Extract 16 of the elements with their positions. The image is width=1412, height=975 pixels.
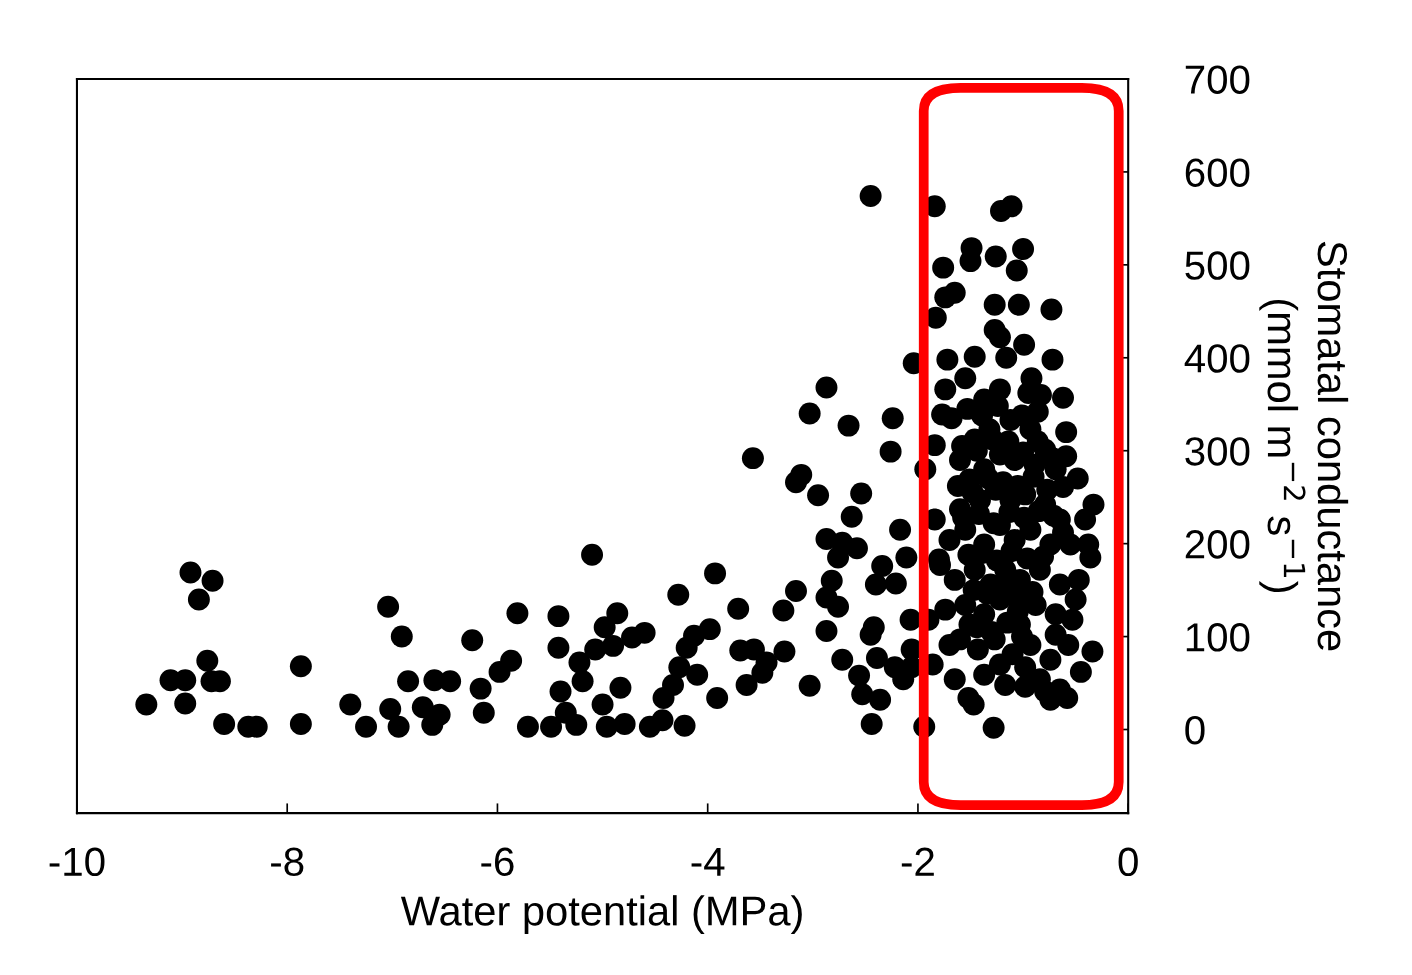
y-tick-label: 100 — [1186, 623, 1250, 652]
y-tick-label: 400 — [1184, 344, 1250, 373]
x-tick-label: -4 — [691, 847, 725, 876]
y-tick-label: 0 — [1185, 715, 1205, 745]
y-tick-label: 300 — [1185, 437, 1250, 466]
y-tick-label: 700 — [1185, 65, 1250, 94]
y-tick-label: 600 — [1185, 158, 1250, 187]
y-axis-title: Stomatal conductance (mmol m$^{−2}$ s$^{−1}$) — [1259, 241, 1349, 651]
y-tick-label: 200 — [1185, 530, 1250, 559]
x-tick-label: -8 — [271, 847, 304, 877]
x-axis-title: Water potential (MPa) — [400, 895, 802, 934]
y-tick-label: 500 — [1185, 251, 1250, 280]
x-tick-label: -2 — [901, 847, 934, 876]
x-tick-label: -6 — [481, 847, 514, 877]
x-tick-label: 0 — [1118, 847, 1138, 877]
x-tick-label: -10 — [49, 847, 105, 877]
